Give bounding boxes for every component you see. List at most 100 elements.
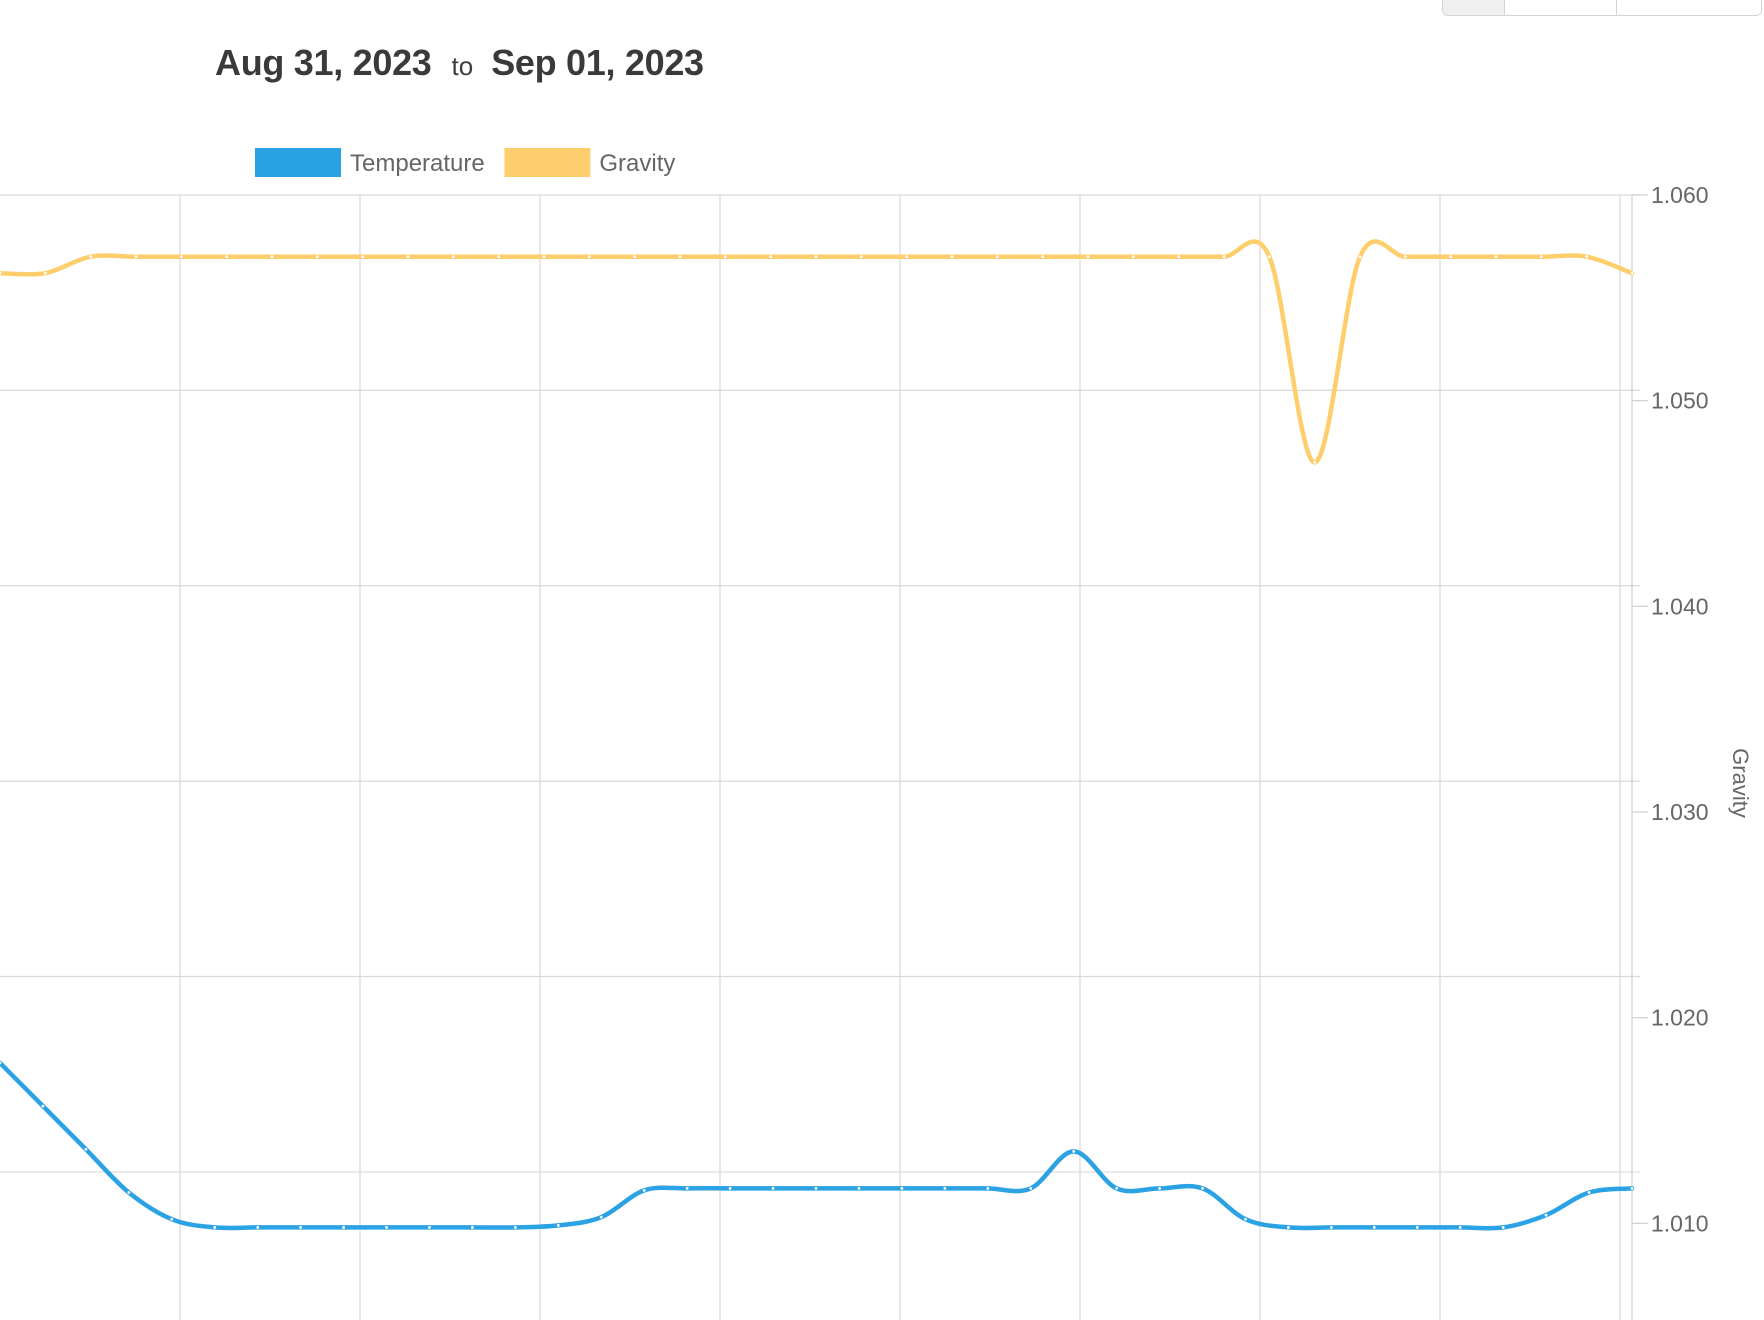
y-tick-label: 1.010	[1651, 1210, 1709, 1236]
series-point-gravity[interactable]	[0, 271, 2, 275]
range-tab-2[interactable]	[1505, 0, 1617, 15]
series-point-temperature[interactable]	[1201, 1186, 1204, 1190]
series-point-gravity[interactable]	[633, 255, 637, 259]
y-axis-title: Gravity	[1728, 748, 1753, 818]
series-point-gravity[interactable]	[1403, 255, 1407, 259]
series-point-gravity[interactable]	[1494, 255, 1498, 259]
series-point-temperature[interactable]	[1244, 1217, 1247, 1221]
series-point-gravity[interactable]	[225, 255, 229, 259]
series-point-gravity[interactable]	[1313, 460, 1317, 464]
y-tick-label: 1.020	[1651, 1005, 1709, 1031]
series-point-gravity[interactable]	[1222, 255, 1226, 259]
series-point-temperature[interactable]	[642, 1189, 646, 1192]
series-point-temperature[interactable]	[1158, 1186, 1161, 1190]
series-point-gravity[interactable]	[1539, 255, 1543, 259]
series-point-gravity[interactable]	[315, 255, 319, 259]
chart-right-axis: 1.060 1.050 1.040 1.030 1.020 1.010 Gravity	[1631, 182, 1753, 1320]
series-point-temperature[interactable]	[1501, 1226, 1505, 1229]
chart-series	[0, 239, 1635, 1231]
series-point-gravity[interactable]	[814, 255, 818, 259]
series-point-temperature[interactable]	[342, 1226, 345, 1229]
series-point-gravity[interactable]	[1449, 255, 1453, 259]
series-point-gravity[interactable]	[1630, 271, 1634, 275]
end-date[interactable]: Sep 01, 2023	[491, 42, 704, 83]
legend-swatch-temperature[interactable]	[255, 148, 341, 177]
series-point-temperature[interactable]	[857, 1186, 861, 1190]
series-line-temperature[interactable]	[0, 1060, 1635, 1231]
y-tick-label: 1.050	[1651, 388, 1709, 414]
series-point-temperature[interactable]	[84, 1147, 88, 1151]
series-point-gravity[interactable]	[406, 255, 410, 259]
series-point-temperature[interactable]	[1072, 1149, 1076, 1153]
series-point-gravity[interactable]	[43, 271, 47, 275]
series-point-temperature[interactable]	[771, 1186, 775, 1190]
series-point-temperature[interactable]	[1372, 1226, 1376, 1229]
series-point-temperature[interactable]	[1029, 1186, 1033, 1190]
series-point-gravity[interactable]	[1585, 255, 1589, 259]
range-tab-1[interactable]	[1443, 0, 1505, 15]
series-point-temperature[interactable]	[556, 1223, 560, 1227]
series-point-gravity[interactable]	[678, 255, 682, 259]
series-point-gravity[interactable]	[497, 255, 501, 259]
series-point-gravity[interactable]	[1358, 255, 1362, 259]
series-point-gravity[interactable]	[950, 255, 954, 259]
series-point-gravity[interactable]	[769, 255, 773, 259]
series-point-temperature[interactable]	[299, 1226, 303, 1229]
series-point-temperature[interactable]	[1544, 1213, 1548, 1217]
series-point-temperature[interactable]	[1458, 1226, 1462, 1229]
chart-grid	[0, 194, 1640, 1320]
chart-legend: Temperature Gravity	[255, 148, 675, 177]
series-point-temperature[interactable]	[1329, 1226, 1333, 1229]
series-point-gravity[interactable]	[361, 255, 365, 259]
series-point-gravity[interactable]	[270, 255, 274, 259]
series-point-gravity[interactable]	[723, 255, 727, 259]
series-point-temperature[interactable]	[127, 1191, 131, 1194]
legend-label-gravity[interactable]: Gravity	[599, 150, 675, 177]
series-point-temperature[interactable]	[1630, 1186, 1634, 1190]
series-point-gravity[interactable]	[1086, 255, 1090, 259]
series-point-temperature[interactable]	[0, 1061, 2, 1065]
series-point-temperature[interactable]	[599, 1215, 603, 1219]
series-point-gravity[interactable]	[134, 255, 138, 259]
series-point-gravity[interactable]	[1131, 255, 1135, 259]
series-point-gravity[interactable]	[905, 255, 909, 259]
series-point-temperature[interactable]	[41, 1104, 45, 1108]
series-point-temperature[interactable]	[943, 1186, 947, 1190]
series-point-temperature[interactable]	[728, 1186, 732, 1190]
start-date[interactable]: Aug 31, 2023	[215, 42, 432, 83]
y-tick-label: 1.040	[1651, 593, 1709, 619]
series-point-temperature[interactable]	[385, 1226, 388, 1229]
series-point-gravity[interactable]	[1041, 255, 1045, 259]
range-tab-3[interactable]	[1617, 0, 1761, 15]
series-point-gravity[interactable]	[89, 255, 93, 259]
series-point-temperature[interactable]	[256, 1226, 260, 1229]
series-point-temperature[interactable]	[685, 1186, 689, 1190]
series-point-gravity[interactable]	[1267, 255, 1271, 259]
series-point-temperature[interactable]	[1115, 1186, 1119, 1190]
series-point-gravity[interactable]	[995, 255, 999, 259]
series-line-gravity[interactable]	[0, 239, 1635, 465]
series-point-temperature[interactable]	[1287, 1226, 1290, 1229]
legend-swatch-gravity[interactable]	[504, 148, 591, 177]
series-point-gravity[interactable]	[542, 255, 546, 259]
date-range: Aug 31, 2023 to Sep 01, 2023	[215, 42, 704, 84]
y-tick-label: 1.060	[1651, 182, 1709, 208]
series-point-temperature[interactable]	[900, 1186, 904, 1190]
series-point-gravity[interactable]	[451, 255, 455, 259]
series-point-gravity[interactable]	[179, 255, 183, 259]
series-point-temperature[interactable]	[814, 1186, 818, 1190]
series-point-temperature[interactable]	[170, 1217, 174, 1221]
series-point-temperature[interactable]	[428, 1226, 431, 1229]
series-point-temperature[interactable]	[1587, 1191, 1591, 1194]
series-point-gravity[interactable]	[587, 255, 591, 259]
series-point-temperature[interactable]	[513, 1226, 517, 1229]
series-point-temperature[interactable]	[986, 1186, 990, 1190]
series-point-temperature[interactable]	[471, 1226, 474, 1229]
series-point-temperature[interactable]	[213, 1226, 217, 1229]
series-point-gravity[interactable]	[1177, 255, 1181, 259]
series-point-gravity[interactable]	[859, 255, 863, 259]
y-tick-label: 1.030	[1651, 799, 1709, 825]
series-point-temperature[interactable]	[1415, 1226, 1419, 1229]
legend-label-temperature[interactable]: Temperature	[350, 150, 485, 177]
